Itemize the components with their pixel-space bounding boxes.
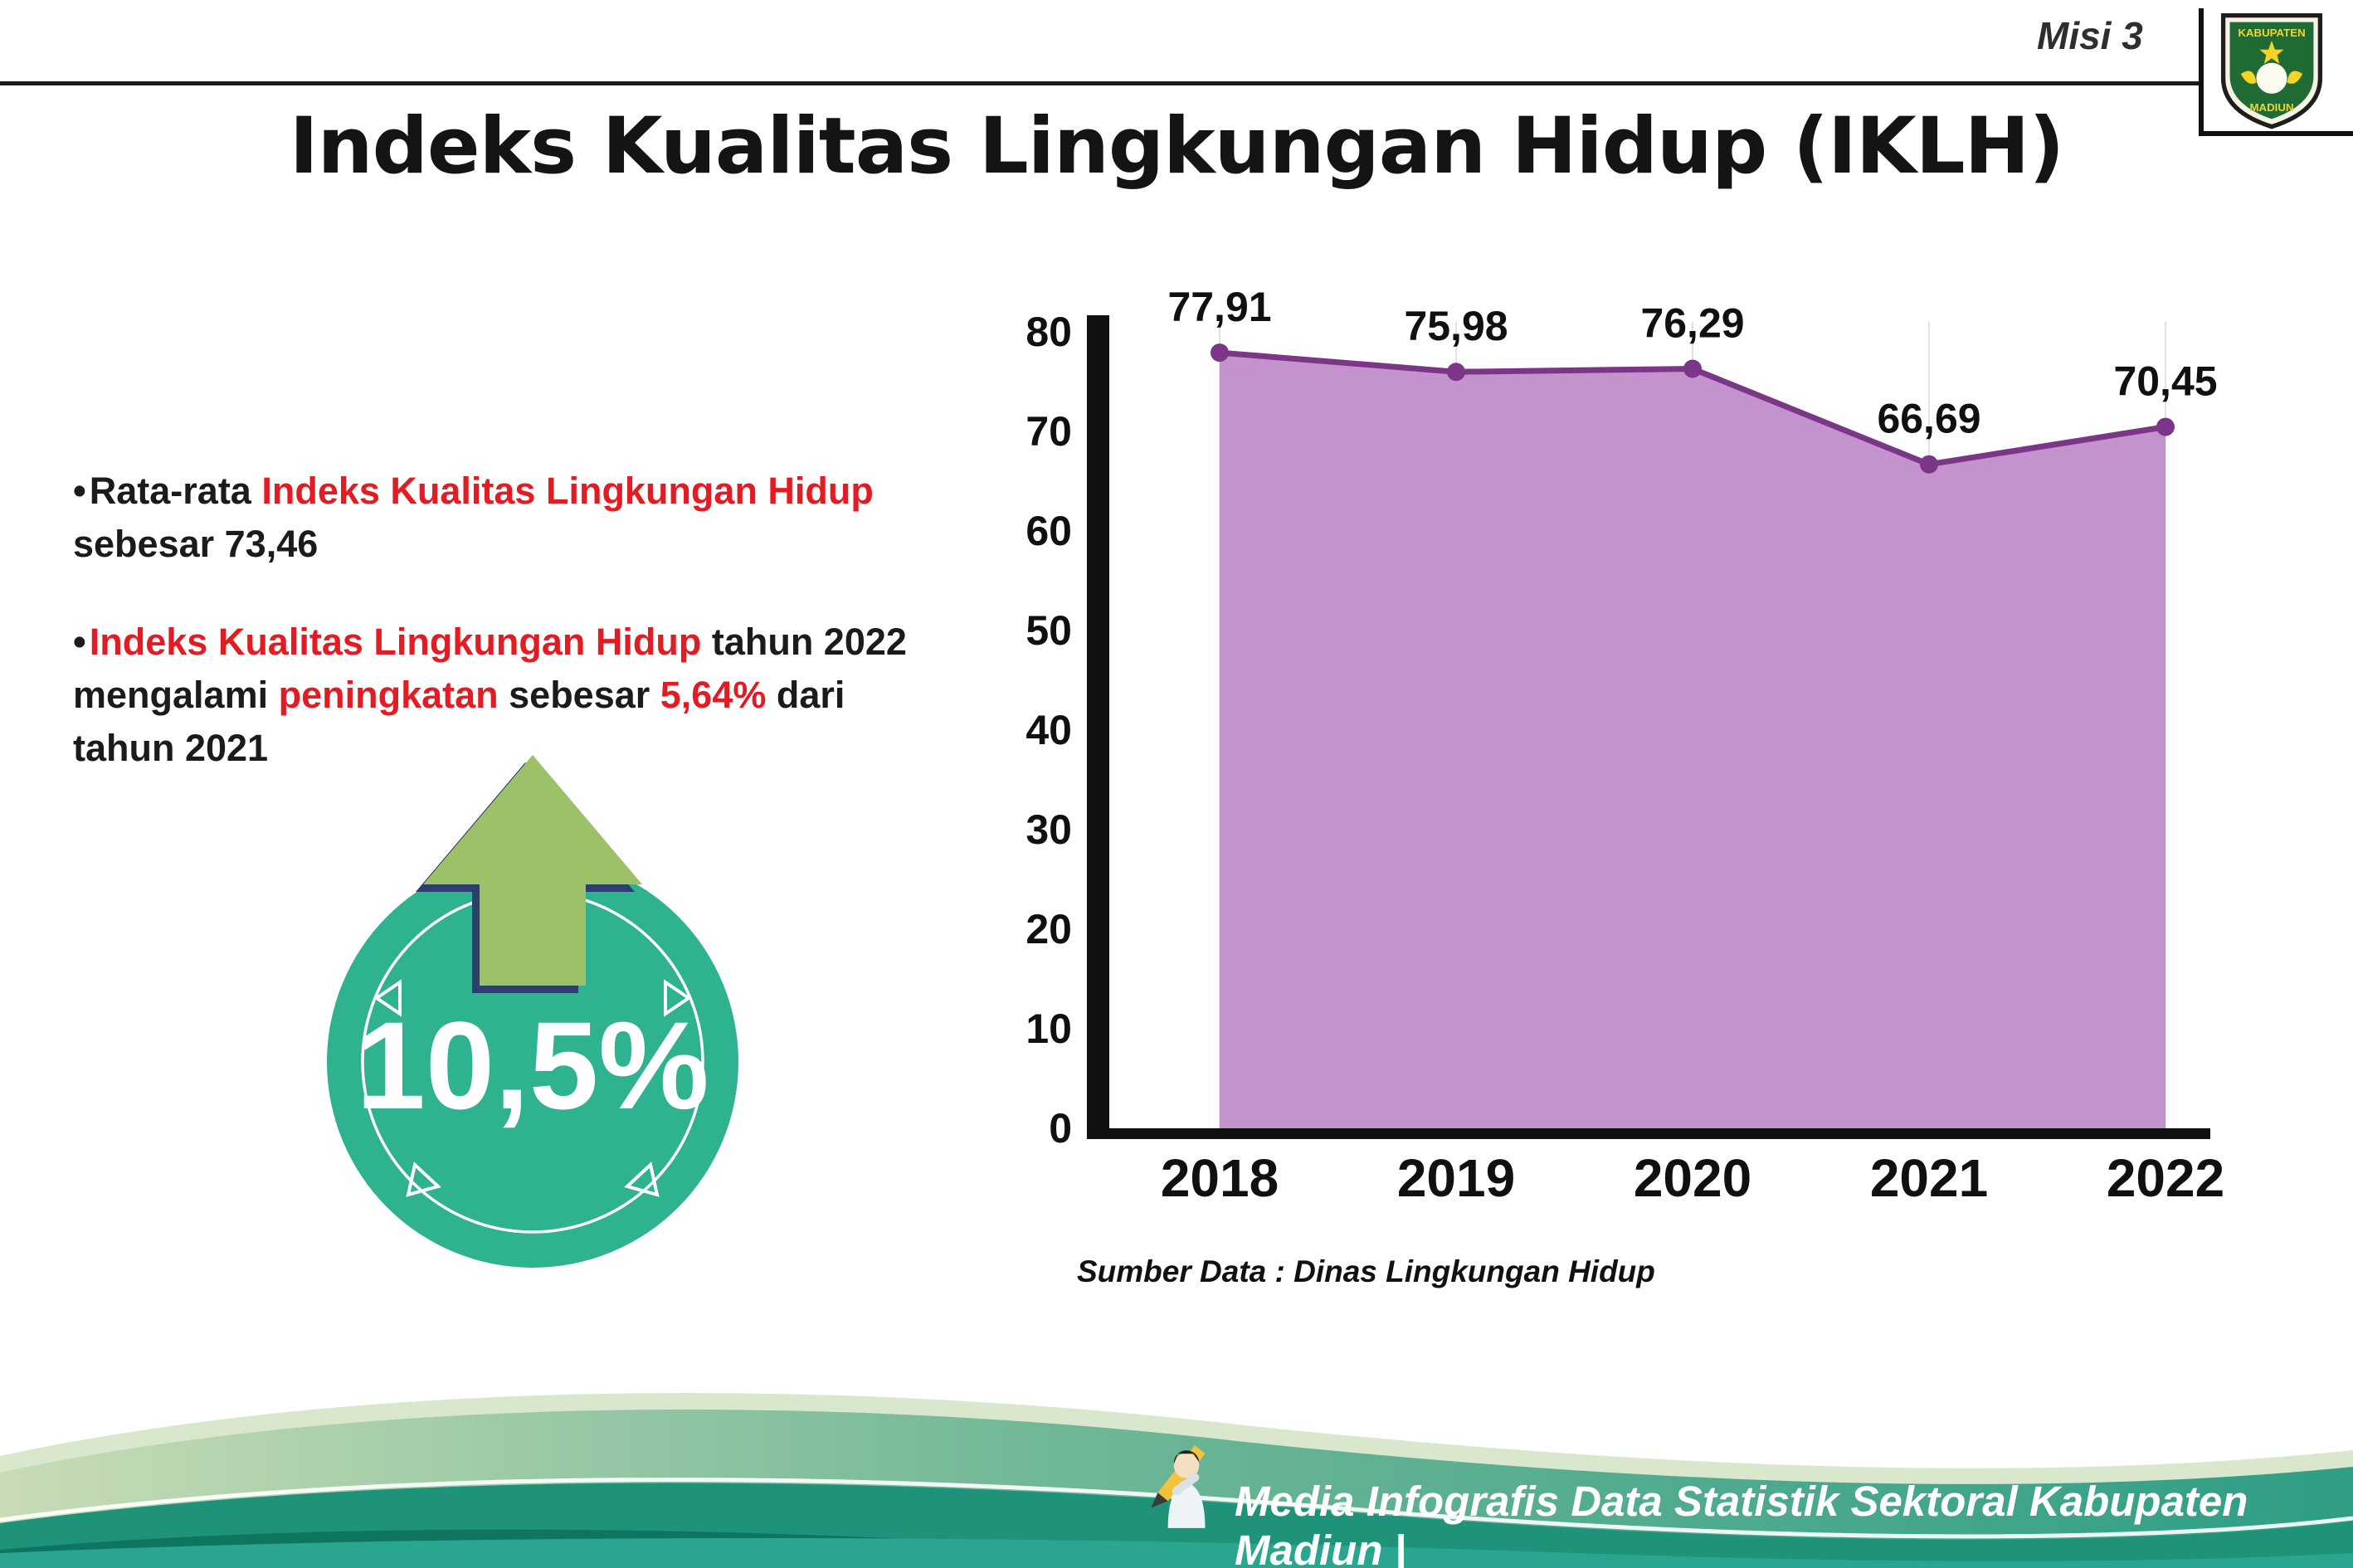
y-axis — [1087, 315, 1109, 1139]
mascot-pencil-tip — [1151, 1493, 1168, 1508]
value-label: 66,69 — [1877, 396, 1980, 442]
x-tick-label: 2021 — [1870, 1148, 1988, 1208]
wave-bottom — [0, 1537, 2353, 1568]
bullet-text-segment: sebesar — [498, 673, 660, 716]
bullet-text-segment: sebesar 73,46 — [73, 522, 319, 565]
data-point — [1920, 455, 1938, 474]
bullet-text-segment: peningkatan — [278, 673, 499, 716]
percent-label: 10,5% — [356, 996, 709, 1135]
value-label: 77,91 — [1167, 284, 1271, 330]
bullet-text-segment: Rata-rata — [89, 470, 262, 512]
mascot-head — [1173, 1453, 1200, 1478]
header-rule — [0, 81, 2199, 85]
logo-wing-right — [2287, 71, 2303, 84]
wave-separator — [0, 1478, 2353, 1539]
misi-label: Misi 3 — [2037, 14, 2143, 57]
x-tick-label: 2022 — [2107, 1148, 2224, 1208]
logo-bracket-vertical — [2199, 8, 2204, 134]
bullet-text-segment: Indeks Kualitas Lingkungan Hidup — [261, 470, 874, 512]
value-label: 70,45 — [2113, 358, 2217, 405]
bullet-text-segment: 5,64% — [660, 673, 767, 716]
mascot-arm — [1172, 1473, 1200, 1496]
data-point — [2156, 417, 2175, 436]
ring-tick-bottom-right-icon — [624, 1161, 660, 1197]
page-title: Indeks Kualitas Lingkungan Hidup (IKLH) — [289, 101, 2065, 192]
logo-bracket-horizontal — [2199, 131, 2353, 136]
kabupaten-madiun-logo: KABUPATEN MADIUN — [2220, 12, 2323, 129]
logo-text-top: KABUPATEN — [2238, 27, 2305, 39]
iklh-chart-svg: 77,91 75,98 76,29 66,69 70,45 0 10 20 30 40 50 60 70… — [1025, 284, 2224, 1208]
y-tick-label: 30 — [1025, 806, 1072, 853]
y-tick-label: 70 — [1025, 408, 1072, 455]
logo-star — [2259, 41, 2284, 65]
y-tick-label: 10 — [1025, 1006, 1072, 1052]
value-label: 75,98 — [1404, 303, 1508, 349]
mascot-icon — [1151, 1445, 1206, 1528]
y-tick-label: 60 — [1025, 508, 1072, 554]
data-point — [1447, 363, 1465, 382]
bullet-text-segment: tahun 2022 mengalami — [73, 620, 907, 716]
bullet-item: Indeks Kualitas Lingkungan Hidup tahun 2… — [73, 616, 928, 775]
y-tick-label: 40 — [1025, 707, 1072, 753]
y-tick-label: 80 — [1025, 309, 1072, 355]
logo-text-bottom: MADIUN — [2249, 101, 2293, 114]
area-fill — [1220, 353, 2165, 1128]
logo-center-disc — [2256, 62, 2287, 94]
value-label: 76,29 — [1640, 300, 1744, 347]
ring-tick-bottom-left-icon — [406, 1161, 441, 1197]
x-tick-label: 2018 — [1161, 1148, 1279, 1208]
y-tick-label: 50 — [1025, 607, 1072, 654]
up-arrow-icon — [423, 755, 642, 986]
increase-badge: 10,5% — [327, 755, 738, 1268]
mascot-hair — [1173, 1450, 1200, 1464]
bullet-list: Rata-rata Indeks Kualitas Lingkungan Hid… — [73, 465, 928, 819]
x-tick-label: 2019 — [1397, 1148, 1515, 1208]
bullet-item: Rata-rata Indeks Kualitas Lingkungan Hid… — [73, 465, 928, 571]
ring-tick-right-icon — [664, 979, 692, 1017]
percent-circle — [327, 856, 738, 1268]
x-tick-label: 2020 — [1634, 1148, 1751, 1208]
x-axis — [1087, 1128, 2210, 1139]
data-point — [1211, 343, 1229, 363]
y-tick-label: 0 — [1049, 1105, 1072, 1152]
chart-source-label: Sumber Data : Dinas Lingkungan Hidup — [1077, 1254, 1655, 1288]
y-tick-label: 20 — [1025, 906, 1072, 952]
bullet-text-segment: dari tahun 2021 — [73, 673, 845, 769]
ring-tick-left-icon — [373, 979, 402, 1017]
logo-wing-left — [2240, 71, 2257, 84]
data-point — [1683, 359, 1702, 378]
footer-credit: Media Infografis Data Statistik Sektoral… — [1235, 1478, 2248, 1568]
bullet-text-segment: Indeks Kualitas Lingkungan Hidup — [89, 620, 702, 663]
